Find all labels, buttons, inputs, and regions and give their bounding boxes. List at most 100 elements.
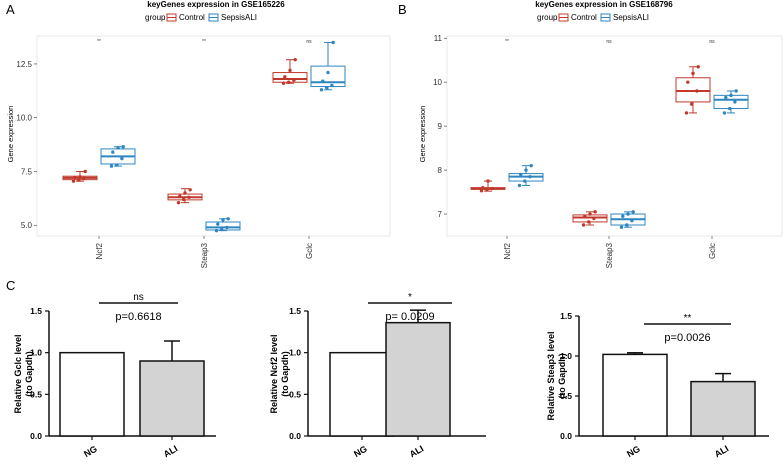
- panel-b-ytick-label: 9: [438, 122, 443, 131]
- panel-a-plot-area: [36, 35, 391, 237]
- panel-a-sepsisali-ncf2-point: [109, 164, 114, 168]
- panel-b-sepsisali-gclc-point: [734, 89, 738, 93]
- panel-b-ytick-label: 10: [433, 78, 442, 87]
- panel-a-control-steap3-point: [176, 200, 181, 205]
- panel-a-sepsisali-ncf2-point: [111, 150, 115, 154]
- panel-a-sepsisali-gclc-box: [310, 65, 346, 88]
- panel-c2-p-value: p= 0.0209: [385, 311, 434, 323]
- panel-a-title: keyGenes expression in GSE165226: [147, 0, 285, 9]
- panel-c1-ytick-label: 1.5: [30, 306, 42, 316]
- panel-b-sepsisali-ncf2-point: [524, 168, 528, 172]
- panel-b-sepsisali-steap3-point: [630, 218, 634, 223]
- panel-b-control-gclc-point: [684, 111, 689, 115]
- panel-b-sepsisali-ncf2-point: [517, 183, 522, 188]
- panel-a-control-steap3-point: [183, 191, 187, 195]
- panel-c2-ali-bar: [385, 321, 451, 437]
- panel-b-control-gclc-point: [696, 65, 700, 69]
- panel-c3-ng-bar: [602, 353, 668, 437]
- panel-a-sepsisali-steap3-point: [225, 225, 229, 230]
- panel-b-sepsisali-gclc-point: [724, 95, 728, 100]
- panel-b-significance-label: ns: [606, 39, 612, 45]
- panel-a-significance-label: **: [202, 39, 206, 45]
- panel-c3-ytick-label: 0.0: [560, 431, 572, 441]
- panel-a-control-gclc-point: [288, 68, 292, 73]
- panel-c1-ylabel-line2: (to Gapdh): [24, 351, 34, 397]
- panel-a-legend-title: group: [145, 13, 166, 22]
- panel-c2-ylabel-line2: (to Gapdh): [280, 351, 290, 397]
- panel-a-control-gclc-point: [287, 80, 291, 84]
- panel-a-legend-control: Control: [179, 13, 205, 22]
- panel-b-control-gclc-point: [691, 71, 695, 76]
- panel-a-control-gclc-box: [272, 72, 308, 83]
- panel-a-control-steap3-point: [182, 197, 186, 202]
- panel-c3-significance-label: **: [684, 313, 692, 324]
- panel-c1-p-value: p=0.6618: [115, 311, 161, 323]
- panel-b-xtick-label: Gclc: [708, 243, 717, 259]
- panel-b-control-gclc-point: [695, 89, 699, 93]
- panel-b-legend-control: Control: [571, 13, 597, 22]
- panel-a-sepsisali-gclc-point: [319, 88, 324, 92]
- panel-b-control-steap3-point: [593, 210, 597, 214]
- panel-b-control-ncf2-point: [490, 186, 494, 191]
- panel-a-ytick-label: 5.0: [21, 221, 33, 230]
- panel-a-control-ncf2-point: [78, 175, 82, 179]
- panel-a-sepsisali-gclc-point: [325, 85, 329, 90]
- panel-b-significance-label: ns: [709, 39, 715, 45]
- panel-c1-ytick-label: 0.5: [30, 389, 42, 399]
- panel-b-sepsisali-gclc-point: [728, 106, 732, 111]
- panel-a-control-steap3-point: [178, 194, 182, 198]
- panel-c3-ali-xtick-label: ALI: [713, 443, 731, 459]
- panel-a-control-ncf2-point: [71, 179, 76, 183]
- panel-c2-ng-xtick-label: NG: [352, 444, 369, 459]
- panel-a-sepsisali-gclc-point: [326, 70, 330, 75]
- panel-a-significance-label: **: [97, 39, 101, 45]
- panel-c1-ytick-label: 0.0: [30, 431, 42, 441]
- panel-c2-ylabel-line1: Relative Ncf2 level: [269, 334, 279, 413]
- panel-a-legend-sepsis: SepsisALI: [221, 13, 257, 22]
- panel-c1-ali-xtick-label: ALI: [162, 443, 180, 459]
- panel-c3-ytick-label: 1.0: [560, 351, 572, 361]
- panel-letter-a: A: [6, 2, 15, 17]
- panel-c3-ylabel-line2: (to Gapdh): [557, 353, 567, 399]
- panel-b-sepsisali-steap3-point: [621, 214, 625, 218]
- panel-a-significance-label: ns: [306, 39, 312, 45]
- panel-b-sepsisali-gclc-point: [722, 111, 727, 115]
- panel-b-ytick-label: 7: [438, 210, 443, 219]
- panel-a-sepsisali-steap3-point: [220, 227, 224, 232]
- panel-a-control-steap3-point: [187, 195, 191, 199]
- panel-c2-significance-label: *: [408, 292, 412, 303]
- panel-c3-ytick-label: 0.5: [560, 391, 572, 401]
- panel-c3-ylabel-line1: Relative Steap3 level: [546, 331, 556, 420]
- panel-b-xtick-label: Ncf2: [503, 242, 512, 259]
- panel-a-control-ncf2-point: [83, 169, 87, 174]
- panel-c2-ytick-label: 0.0: [289, 431, 301, 441]
- panel-b-sepsisali-steap3-point: [625, 223, 629, 227]
- panel-b-control-steap3-point: [581, 223, 586, 227]
- panel-b-control-ncf2-point: [481, 185, 485, 190]
- panel-b-ylabel: Gene expression: [418, 106, 427, 163]
- panel-c2-ali-xtick-label: ALI: [408, 443, 426, 459]
- panel-a-ytick-label: 10.0: [16, 114, 32, 123]
- panel-b-sepsisali-ncf2-point: [519, 172, 523, 177]
- panel-b-xtick-label: Steap3: [605, 242, 614, 268]
- panel-b-ytick-label: 8: [438, 166, 443, 175]
- panel-a-sepsisali-gclc-point: [330, 83, 334, 88]
- panel-c1-ng-xtick-label: NG: [82, 444, 99, 459]
- panel-b-sepsisali-ncf2-point: [528, 174, 532, 179]
- panel-b-sepsisali-ncf2-point: [529, 163, 533, 168]
- panel-a-control-ncf2-point: [77, 178, 81, 182]
- panel-b-control-steap3-point: [588, 212, 592, 216]
- panel-a-ytick-label: 12.5: [16, 60, 32, 69]
- panel-b-control-gclc-box: [675, 77, 711, 103]
- panel-c3-ytick-label: 1.5: [560, 311, 572, 321]
- panel-a-control-gclc-point: [292, 78, 296, 82]
- panel-b-control-gclc-point: [690, 102, 694, 106]
- panel-c3-ali-bar: [690, 380, 756, 437]
- panel-a-sepsisali-ncf2-point: [121, 145, 125, 149]
- panel-a-ylabel: Gene expression: [6, 106, 15, 163]
- panel-b-sepsisali-gclc-point: [733, 100, 737, 104]
- panel-b-control-steap3-point: [587, 220, 591, 224]
- panel-a-control-gclc-point: [281, 81, 286, 86]
- panel-b-sepsisali-steap3-point: [631, 210, 635, 214]
- panel-b-plot-area: [446, 35, 783, 237]
